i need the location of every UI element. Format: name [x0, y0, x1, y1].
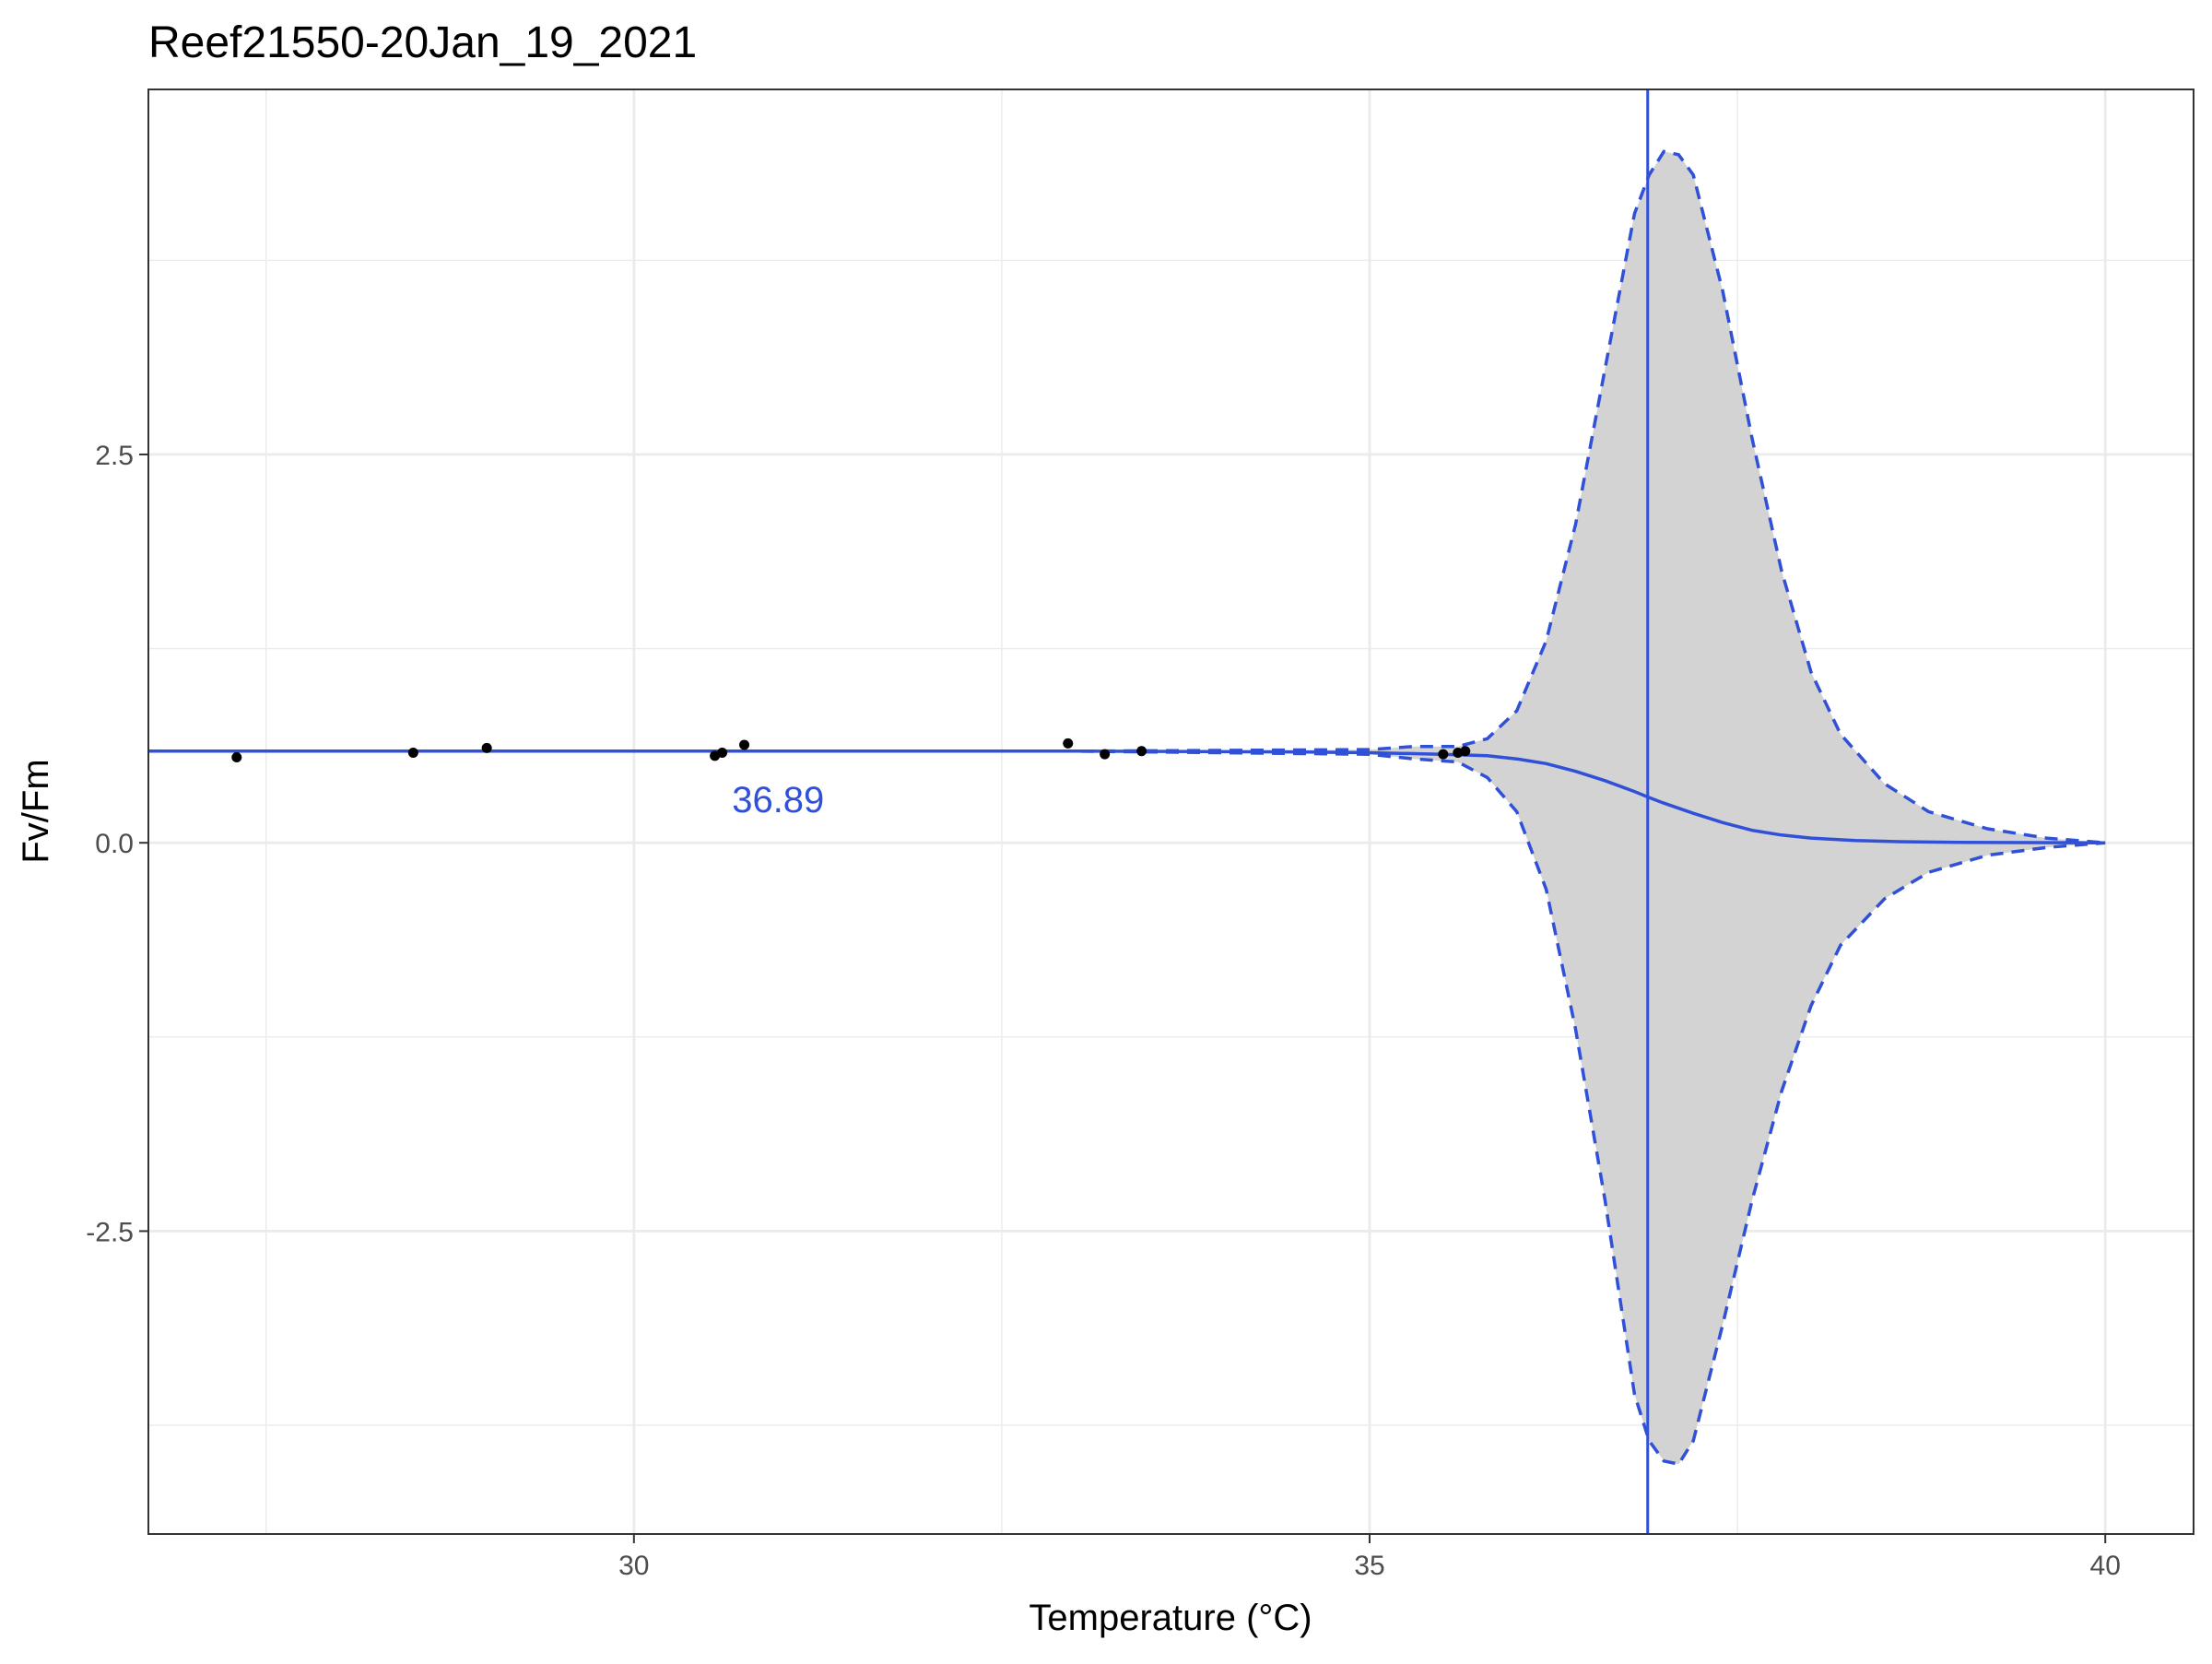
lower-ci-line [148, 749, 2106, 1467]
data-point [1063, 738, 1074, 749]
series-lines [148, 149, 2106, 1467]
data-point [1460, 746, 1471, 757]
x-tick-label: 40 [2090, 1551, 2121, 1581]
threshold-annotation: 36.89 [732, 780, 824, 820]
confidence-band [148, 151, 2106, 1465]
data-point [739, 739, 750, 750]
data-point [1438, 749, 1449, 760]
data-points [231, 738, 1471, 763]
x-tick-label: 35 [1354, 1551, 1384, 1581]
y-axis-title: Fv/Fm [16, 759, 56, 863]
data-point [407, 747, 418, 758]
y-tick-label: 0.0 [95, 829, 134, 859]
data-point [1100, 749, 1111, 760]
y-tick-label: -2.5 [86, 1217, 134, 1247]
panel-border [147, 89, 2194, 1535]
ci-band-fill [148, 151, 2106, 1465]
fit-line [148, 749, 2106, 844]
data-point [1136, 746, 1147, 757]
x-axis-title: Temperature (°C) [1029, 1598, 1312, 1638]
data-point [717, 747, 728, 758]
x-tick-label: 30 [618, 1551, 649, 1581]
data-point [231, 752, 242, 763]
chart-title: Reef21550-20Jan_19_2021 [148, 18, 697, 67]
data-point [481, 742, 492, 753]
upper-ci-line [148, 149, 2106, 844]
y-tick-label: 2.5 [95, 441, 134, 471]
axes: 30 35 40 -2.5 0.0 2.5 [86, 441, 2121, 1581]
